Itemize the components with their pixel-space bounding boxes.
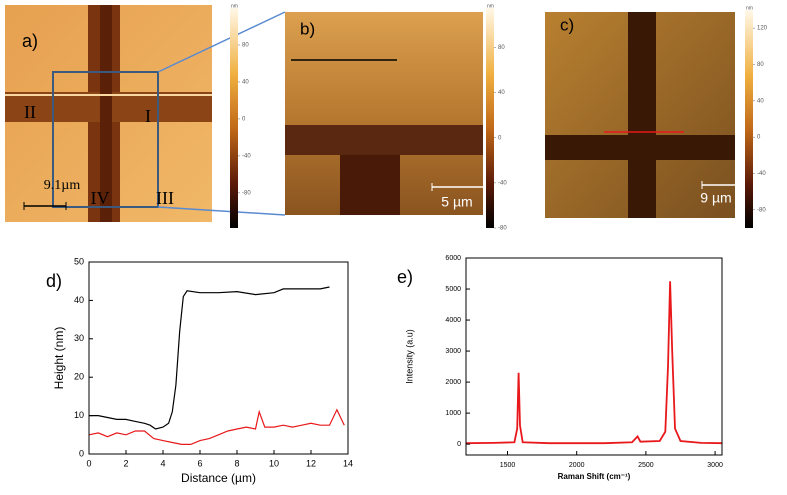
colorbar-unit: nm xyxy=(231,3,238,9)
colorbar-tick-label: -80 xyxy=(757,207,766,213)
y-tick-label: 0 xyxy=(79,448,84,458)
colorbar-tick-label: -40 xyxy=(757,171,766,177)
plot-frame xyxy=(465,257,723,456)
region-label: II xyxy=(24,102,36,122)
x-tick-label: 2000 xyxy=(569,462,585,469)
x-tick-label: 0 xyxy=(86,458,91,468)
y-tick-label: 10 xyxy=(74,410,84,420)
colorbar-tick-label: 80 xyxy=(242,43,249,49)
x-tick-label: 8 xyxy=(234,458,239,468)
colorbar-tick-label: -40 xyxy=(242,153,251,159)
x-tick-label: 4 xyxy=(160,458,165,468)
data-line xyxy=(465,281,723,445)
scale-bar-label: 9 µm xyxy=(700,190,731,206)
zoom-line xyxy=(157,206,286,216)
y-tick-label: 50 xyxy=(74,256,84,266)
y-tick-label: 0 xyxy=(457,441,461,448)
afm-image-b xyxy=(285,12,483,215)
colorbar xyxy=(230,8,238,228)
y-tick-label: 6000 xyxy=(445,255,461,262)
x-axis-label: Raman Shift (cm⁻¹) xyxy=(558,472,631,481)
colorbar-unit: nm xyxy=(746,5,753,11)
afm-image-a xyxy=(5,5,212,222)
region-label: III xyxy=(156,188,174,208)
data-line xyxy=(88,408,345,445)
y-tick-label: 20 xyxy=(74,372,84,382)
y-tick-label: 5000 xyxy=(445,286,461,293)
x-tick-label: 3000 xyxy=(707,462,723,469)
colorbar-tick-label: -80 xyxy=(242,190,251,196)
colorbar-tick-label: -40 xyxy=(498,180,507,186)
region-label: I xyxy=(145,106,151,126)
colorbar-tick-label: 40 xyxy=(757,98,764,104)
colorbar-tick-label: 80 xyxy=(757,62,764,68)
x-tick-label: 1500 xyxy=(500,462,516,469)
panel-label: e) xyxy=(397,267,413,287)
x-tick-label: 2500 xyxy=(638,462,654,469)
panel-label: b) xyxy=(300,19,315,38)
colorbar xyxy=(486,8,494,228)
panel-label: a) xyxy=(22,31,38,51)
x-tick-label: 2 xyxy=(123,458,128,468)
scale-bar-label: 9.1µm xyxy=(44,178,81,193)
colorbar-tick-label: 80 xyxy=(498,45,505,51)
y-tick-label: 3000 xyxy=(445,348,461,355)
y-axis-label: Height (nm) xyxy=(52,327,66,390)
zoom-line xyxy=(157,11,286,73)
afm-image-c xyxy=(545,12,735,218)
colorbar-tick-label: 0 xyxy=(757,135,761,141)
colorbar-tick-label: -80 xyxy=(498,226,507,232)
colorbar-tick-label: 0 xyxy=(242,117,246,123)
colorbar-tick-label: 0 xyxy=(498,135,502,141)
colorbar-unit: nm xyxy=(487,3,494,9)
x-tick-label: 6 xyxy=(197,458,202,468)
y-tick-label: 40 xyxy=(74,295,84,305)
colorbar xyxy=(745,10,753,228)
x-tick-label: 10 xyxy=(269,458,279,468)
y-tick-label: 4000 xyxy=(445,317,461,324)
y-tick-label: 2000 xyxy=(445,379,461,386)
x-tick-label: 12 xyxy=(306,458,316,468)
y-tick-label: 1000 xyxy=(445,410,461,417)
panel-label: c) xyxy=(560,15,574,34)
colorbar-tick-label: 40 xyxy=(498,90,505,96)
x-axis-label: Distance (µm) xyxy=(181,471,256,485)
colorbar-tick-label: 40 xyxy=(242,80,249,86)
region-label: IV xyxy=(91,188,110,208)
y-axis-label: Intensity (a.u) xyxy=(404,329,414,384)
scale-bar-label: 5 µm xyxy=(441,194,472,210)
plot-frame xyxy=(88,261,349,455)
x-tick-label: 14 xyxy=(343,458,353,468)
panel-label: d) xyxy=(46,271,62,291)
colorbar-tick-label: 120 xyxy=(757,26,768,32)
y-tick-label: 30 xyxy=(74,333,84,343)
data-line xyxy=(89,286,330,430)
